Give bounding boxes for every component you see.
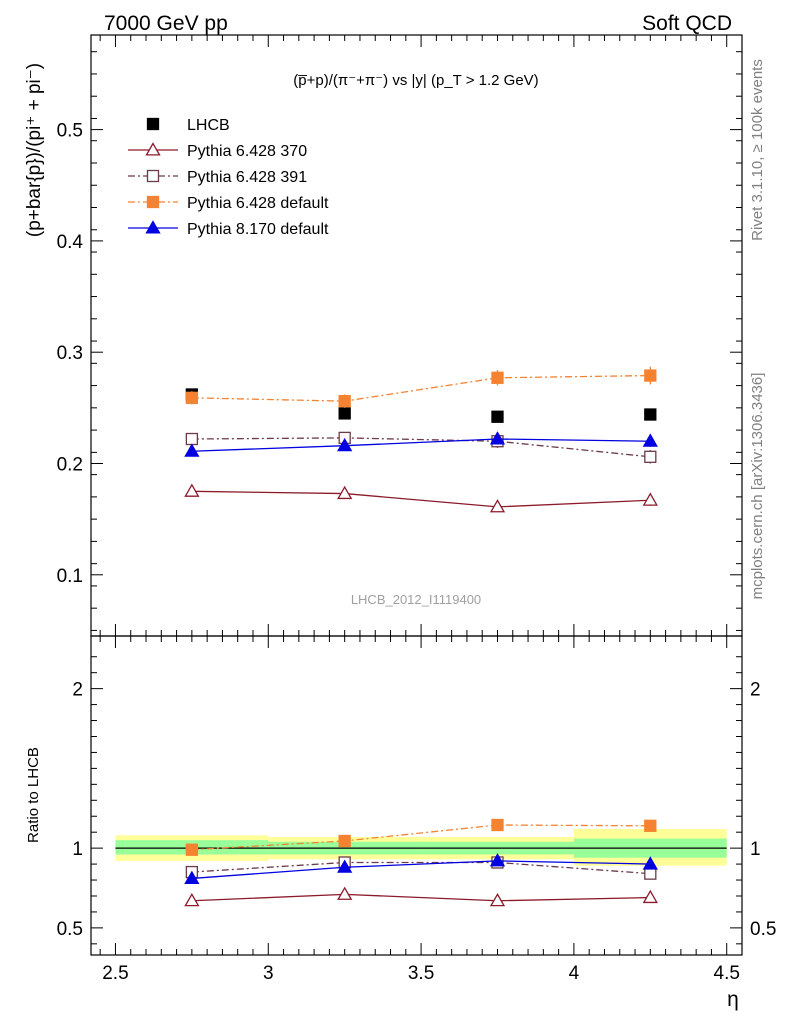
side-top-text: Rivet 3.1.10, ≥ 100k events	[749, 59, 766, 241]
ratio-data-point	[337, 859, 353, 873]
ratio-y-tick-label-right: 2	[750, 680, 761, 701]
ratio-y-tick-label: 1	[72, 839, 83, 860]
ratio-plot-content	[115, 818, 727, 907]
top-data-point	[644, 369, 657, 382]
top-series-4	[184, 431, 658, 457]
legend-item: Pythia 6.428 370	[128, 142, 307, 160]
top-data-point	[644, 450, 657, 463]
ratio-y-tick-label-right: 1	[750, 839, 761, 860]
top-series-1	[184, 483, 658, 513]
legend-item: Pythia 8.170 default	[128, 220, 329, 238]
header-left: 7000 GeV pp	[104, 12, 228, 35]
analysis-label: LHCB_2012_I1119400	[351, 592, 481, 607]
ratio-data-point	[489, 892, 506, 907]
top-series-line-2	[191, 437, 651, 458]
top-y-tick-label: 0.1	[57, 566, 83, 587]
top-y-tick-label: 0.2	[57, 454, 83, 475]
ratio-data-point	[184, 892, 200, 907]
x-tick-label: 3.5	[408, 963, 434, 984]
top-series-line-1	[191, 490, 651, 508]
top-y-tick-label: 0.3	[57, 343, 83, 364]
ratio-series-2	[185, 818, 657, 856]
ratio-y-tick-label-right: 0.5	[750, 919, 776, 940]
top-data-point	[337, 485, 353, 500]
top-data-point	[491, 371, 504, 384]
top-y-tick-label: 0.4	[57, 232, 84, 253]
top-panel: 0.1 0.2 0.3 0.4 0.5 (p̅+p)/(π⁻+π⁻) vs |y| (p…	[24, 34, 743, 637]
top-data-point	[338, 407, 351, 420]
ratio-data-point	[338, 834, 351, 848]
legend-marker	[146, 169, 160, 183]
top-data-point	[489, 431, 506, 445]
ratio-series-line-3	[191, 860, 651, 880]
top-data-point	[184, 443, 200, 457]
legend-label: LHCB	[187, 117, 230, 134]
ratio-data-point	[185, 843, 199, 856]
ratio-series-3	[184, 853, 658, 884]
top-data-point	[642, 433, 658, 447]
ratio-series-line-0	[191, 893, 651, 902]
x-tick-label: 2.5	[102, 963, 128, 984]
legend-marker	[145, 142, 161, 156]
top-data-point	[491, 410, 504, 423]
x-tick-label: 3	[263, 963, 274, 984]
header-right: Soft QCD	[642, 12, 732, 35]
legend-marker	[146, 117, 160, 131]
legend-item: LHCB	[146, 117, 230, 134]
top-data-point	[489, 499, 506, 513]
top-data-point	[338, 395, 351, 408]
legend-marker	[146, 195, 160, 209]
top-axis-ticks: 0.1 0.2 0.3 0.4 0.5	[57, 35, 743, 636]
top-data-point	[185, 432, 199, 446]
ratio-data-point	[337, 886, 353, 900]
ratio-data-point	[489, 853, 506, 867]
x-tick-label: 4.5	[714, 963, 740, 984]
ratio-series-line-2	[191, 824, 651, 851]
top-y-axis-label: (p+bar{p})/(pi⁺ + pi⁻)	[24, 63, 45, 237]
legend-item: Pythia 6.428 default	[128, 195, 329, 212]
top-data-point	[184, 483, 200, 497]
legend: LHCB Pythia 6.428 370 Pythia 6.428 391 Pyth…	[128, 117, 329, 238]
legend-item: Pythia 6.428 391	[128, 169, 307, 186]
ratio-series-0	[184, 886, 658, 907]
bottom-panel: 2.5 3 3.5 4 4.5 0.5 0.5 1 1 2 2 Ratio to LHCB η	[25, 635, 776, 1011]
ratio-data-point	[491, 818, 504, 832]
legend-label: Pythia 6.428 391	[187, 169, 307, 186]
top-series-line-3	[191, 374, 651, 402]
chart-title: (p̅+p)/(π⁻+π⁻) vs |y| (p_T > 1.2 GeV)	[293, 72, 538, 89]
legend-label: Pythia 6.428 370	[187, 143, 307, 160]
top-y-tick-label: 0.5	[57, 121, 83, 142]
legend-label: Pythia 6.428 default	[187, 195, 329, 212]
bottom-frame	[90, 635, 743, 956]
top-data-point	[337, 437, 353, 452]
x-tick-label: 4	[569, 963, 580, 984]
legend-marker	[145, 220, 161, 234]
side-bottom-text: mcplots.cern.ch [arXiv:1306.3436]	[749, 373, 766, 600]
top-series-line-4	[191, 438, 651, 452]
ratio-series-line-1	[191, 861, 651, 875]
top-data-point	[642, 492, 658, 506]
ratio-data-point	[642, 889, 658, 904]
bottom-axis-ticks: 2.5 3 3.5 4 4.5 0.5 0.5 1 1 2 2	[57, 636, 776, 984]
ratio-y-tick-label: 2	[72, 680, 83, 701]
x-axis-label: η	[727, 988, 739, 1011]
top-data-point	[644, 408, 657, 421]
ratio-data-point	[184, 870, 200, 884]
ratio-y-tick-label: 0.5	[57, 919, 83, 940]
top-plot-content	[184, 366, 658, 513]
ratio-data-point	[642, 856, 658, 870]
ratio-data-point	[644, 867, 657, 880]
legend-label: Pythia 8.170 default	[187, 221, 329, 238]
ratio-y-axis-label: Ratio to LHCB	[25, 747, 42, 843]
top-data-point	[185, 391, 199, 404]
top-series-3	[185, 366, 657, 408]
ratio-data-point	[644, 819, 657, 832]
